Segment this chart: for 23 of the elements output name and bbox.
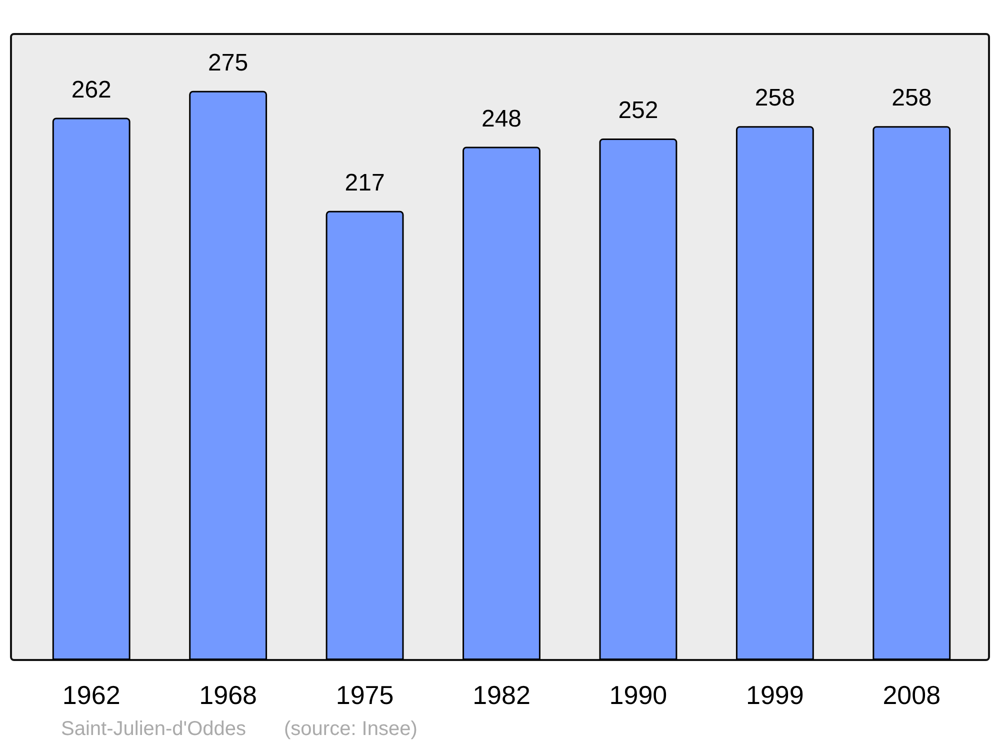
x-tick-label: 1962 bbox=[62, 680, 120, 710]
data-label: 217 bbox=[344, 169, 385, 196]
x-tick-label: 1999 bbox=[746, 680, 804, 710]
data-label: 275 bbox=[208, 49, 248, 76]
x-tick-label: 1968 bbox=[199, 680, 257, 710]
bar bbox=[462, 146, 540, 660]
data-label: 262 bbox=[71, 76, 112, 104]
data-label: 248 bbox=[481, 105, 522, 132]
x-tick-label: 1975 bbox=[336, 680, 394, 710]
data-label: 252 bbox=[618, 97, 658, 124]
bar bbox=[736, 126, 814, 660]
data-label: 258 bbox=[754, 84, 795, 112]
bar bbox=[599, 138, 678, 660]
x-tick-label: 1982 bbox=[472, 680, 530, 710]
x-tick-label: 2008 bbox=[882, 680, 941, 710]
text: (source: Insee) bbox=[284, 718, 418, 740]
bar bbox=[52, 118, 130, 660]
x-tick-label: 1990 bbox=[609, 680, 668, 710]
bar bbox=[326, 210, 404, 660]
text: Saint-Julien-d'Oddes bbox=[61, 718, 246, 740]
data-label: 258 bbox=[892, 84, 932, 112]
bar bbox=[189, 90, 268, 660]
bar bbox=[872, 126, 951, 660]
